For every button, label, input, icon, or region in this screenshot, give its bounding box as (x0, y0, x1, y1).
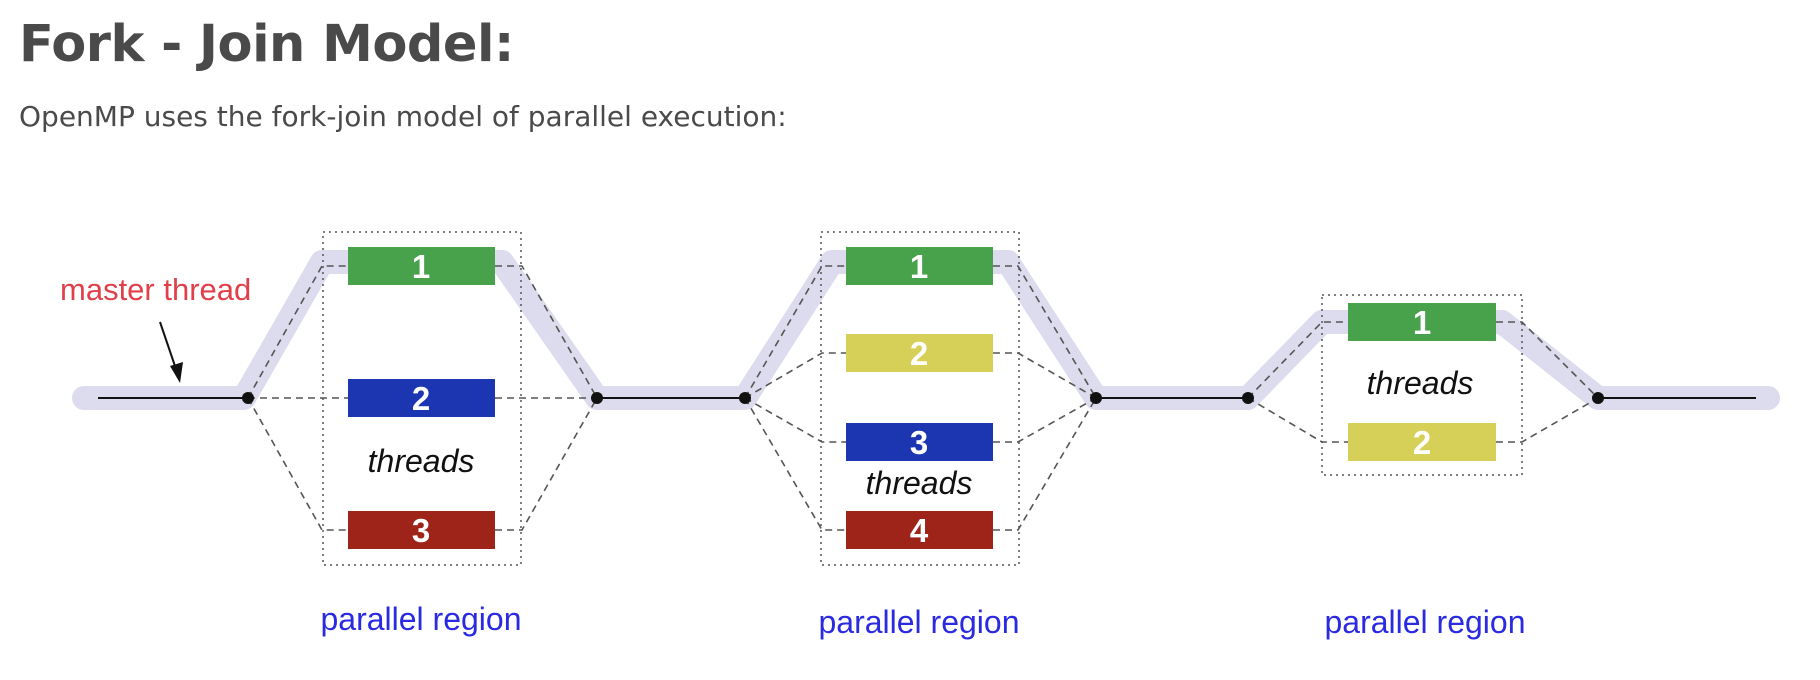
region-1-thread-2-box (348, 379, 495, 417)
region-2-path-4 (744, 397, 846, 531)
region-3-label: parallel region (1324, 604, 1525, 640)
region-2-thread-1-box (846, 247, 993, 285)
region-3-thread-1-label: 1 (1413, 304, 1431, 341)
region-2-path-4-out (993, 397, 1097, 531)
region-2-path-3 (744, 397, 846, 443)
intro-text: OpenMP uses the fork-join model of paral… (19, 100, 787, 133)
region-1-path-1-out (495, 265, 598, 399)
region-1-label: parallel region (320, 601, 521, 637)
region-1-thread-paths (247, 265, 598, 531)
join-point-1 (591, 392, 603, 404)
join-point-2 (1090, 392, 1102, 404)
region-2-thread-3-box (846, 423, 993, 461)
region-2-thread-2-box (846, 334, 993, 372)
region-3-path-1 (1247, 321, 1348, 399)
region-1-box (322, 231, 522, 566)
region-2-thread-3-label: 3 (910, 424, 928, 461)
region-1-path-1 (247, 265, 348, 399)
fork-point-1 (242, 392, 254, 404)
page-title: Fork - Join Model: (19, 15, 514, 74)
region-3-path-2-out (1496, 397, 1599, 443)
region-3-path-2 (1247, 397, 1348, 443)
region-2-thread-4-label: 4 (910, 512, 929, 549)
region-2-path-2 (744, 352, 846, 399)
master-thread-label: master thread (60, 272, 251, 307)
region-1-thread-1-label: 1 (412, 248, 430, 285)
region-2-thread-4-box (846, 511, 993, 549)
region-3-thread-1-box (1348, 303, 1496, 341)
region-2-thread-paths (744, 265, 1097, 531)
master-thread-arrow-head (170, 362, 183, 383)
region-2-label: parallel region (818, 604, 1019, 640)
region-2-path-1 (744, 265, 846, 399)
region-1-path-3 (247, 397, 348, 531)
master-thread-arrow-shaft (159, 321, 178, 373)
region-3-box (1321, 294, 1523, 476)
region-3-thread-2-label: 2 (1413, 424, 1431, 461)
region-2-threads-label: threads (866, 465, 973, 501)
join-point-3 (1592, 392, 1604, 404)
region-1-threads-label: threads (368, 443, 475, 479)
region-1-path-3-out (495, 397, 598, 531)
region-1-thread-1-box (348, 247, 495, 285)
region-1-thread-2-label: 2 (412, 380, 430, 417)
region-2-path-3-out (993, 397, 1097, 443)
region-3-thread-2-box (1348, 423, 1496, 461)
region-1-thread-3-label: 3 (412, 512, 430, 549)
region-3-path-1-out (1496, 321, 1599, 399)
region-2-path-1-out (993, 265, 1097, 399)
region-1-thread-3-box (348, 511, 495, 549)
region-2-box (820, 231, 1020, 566)
region-2-thread-1-label: 1 (910, 248, 928, 285)
region-2-path-2-out (993, 352, 1097, 399)
fork-point-2 (739, 392, 751, 404)
region-2-thread-2-label: 2 (910, 335, 928, 372)
fork-point-3 (1242, 392, 1254, 404)
region-3-threads-label: threads (1367, 365, 1474, 401)
